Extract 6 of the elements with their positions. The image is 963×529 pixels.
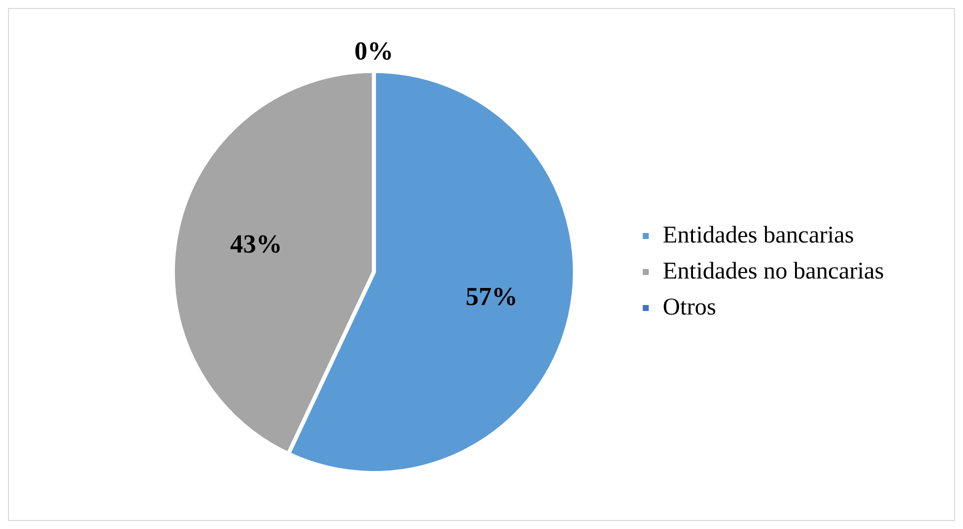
legend-label: Otros <box>662 294 716 320</box>
legend-label: Entidades bancarias <box>662 222 854 248</box>
data-label: 57% <box>466 282 518 312</box>
data-label: 43% <box>230 229 282 258</box>
legend-label: Entidades no bancarias <box>662 258 884 284</box>
text: 0% <box>354 36 394 66</box>
